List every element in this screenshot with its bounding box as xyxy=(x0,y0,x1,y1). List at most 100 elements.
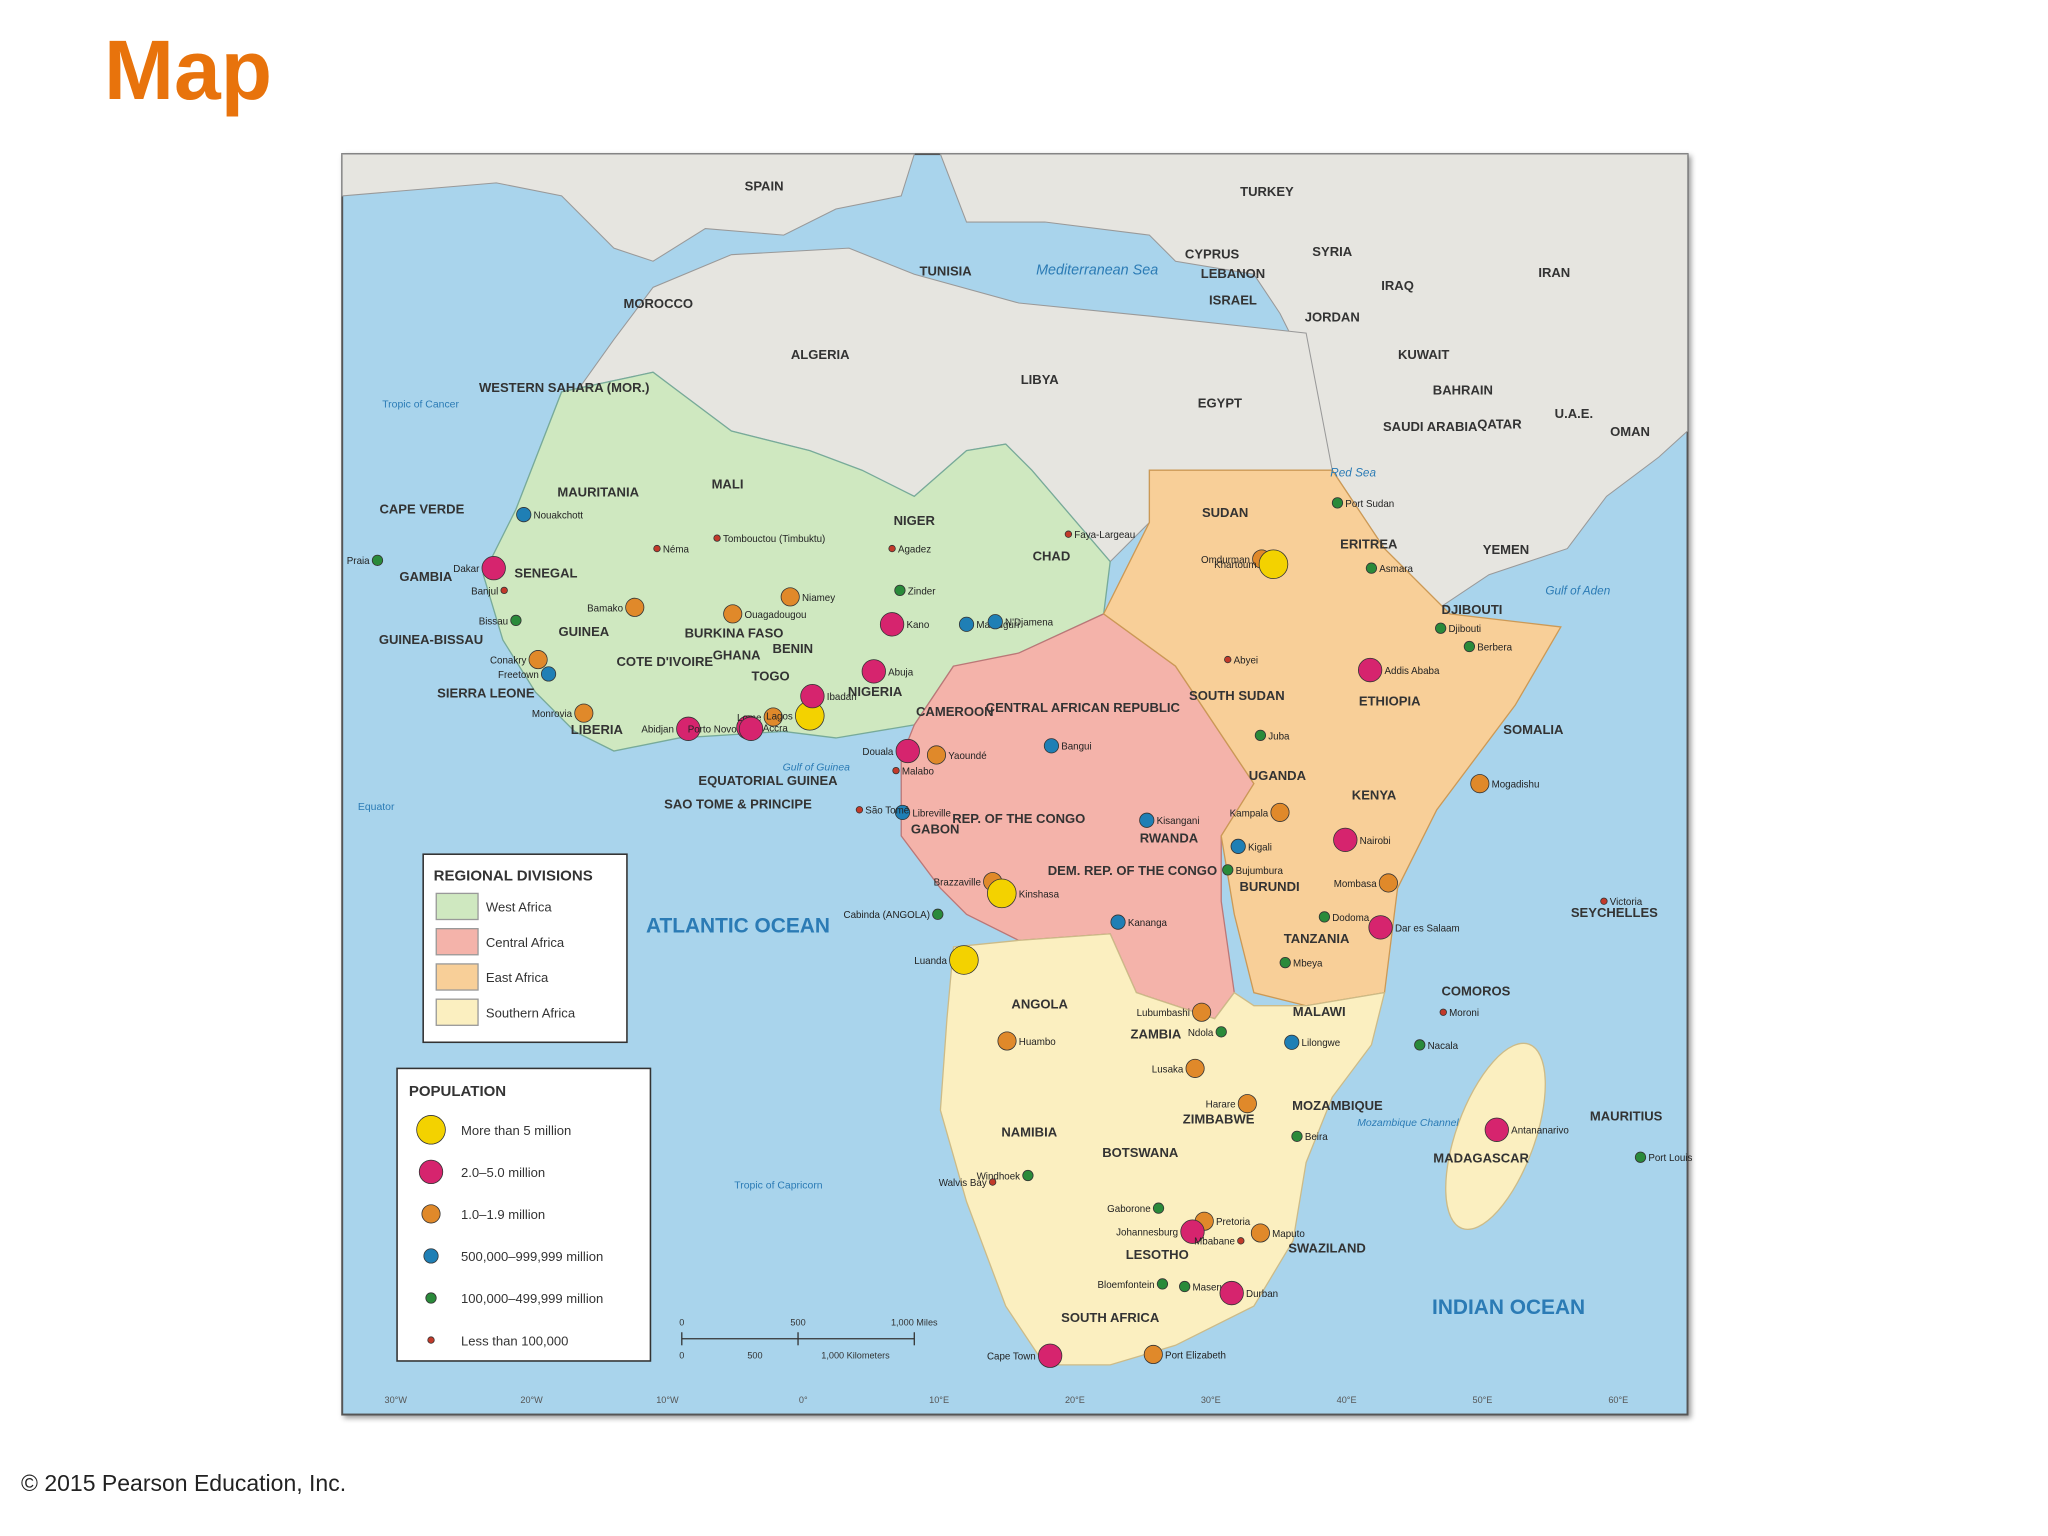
city-label: Néma xyxy=(663,544,690,555)
city-label: Port Elizabeth xyxy=(1165,1350,1226,1361)
copyright: © 2015 Pearson Education, Inc. xyxy=(21,1470,347,1496)
country-label: SUDAN xyxy=(1202,505,1248,520)
country-label: GUINEA-BISSAU xyxy=(379,632,483,647)
city-label: Bissau xyxy=(479,616,508,627)
city-marker xyxy=(1365,562,1378,574)
country-label: CYPRUS xyxy=(1185,247,1240,262)
city-label: Agadez xyxy=(898,544,931,555)
country-label: EGYPT xyxy=(1198,396,1242,411)
country-label: SEYCHELLES xyxy=(1571,905,1658,920)
city-marker xyxy=(988,1178,997,1186)
country-label: NIGER xyxy=(894,513,936,528)
longitude-label: 40°E xyxy=(1337,1395,1357,1405)
city-marker xyxy=(1237,1094,1257,1114)
city-label: Banjul xyxy=(471,586,498,597)
city-label: Monrovia xyxy=(532,709,573,720)
legend-label: 500,000–999,999 million xyxy=(461,1249,603,1264)
city-marker xyxy=(1470,774,1490,794)
city-label: Porto Novo xyxy=(688,725,737,736)
city-label: Bamako xyxy=(587,603,623,614)
city-label: Windhoek xyxy=(977,1171,1021,1182)
region-east xyxy=(1102,469,1562,1007)
legend-label: East Africa xyxy=(486,970,549,985)
city-marker xyxy=(1037,1343,1063,1368)
city-marker xyxy=(1185,1058,1205,1078)
country-label: SOUTH AFRICA xyxy=(1061,1310,1160,1325)
legend-label: 2.0–5.0 million xyxy=(461,1165,545,1180)
country-label: U.A.E. xyxy=(1555,406,1593,421)
region-southern xyxy=(939,933,1386,1366)
city-label: Mogadishu xyxy=(1492,780,1540,791)
legend-label: Southern Africa xyxy=(486,1005,576,1020)
country-label: JORDAN xyxy=(1305,309,1360,324)
longitude-label: 60°E xyxy=(1608,1395,1628,1405)
country-label: COTE D'IVOIRE xyxy=(617,654,714,669)
city-label: Abuja xyxy=(888,667,914,678)
city-marker xyxy=(892,766,900,775)
city-marker xyxy=(1279,956,1291,969)
city-marker xyxy=(987,614,1003,630)
scale-bar xyxy=(681,1332,915,1346)
city-label: Accra xyxy=(763,723,789,734)
city-label: Berbera xyxy=(1477,642,1512,653)
country-label: SOUTH SUDAN xyxy=(1189,688,1285,703)
water-label: Tropic of Cancer xyxy=(382,400,459,411)
country-label: ZAMBIA xyxy=(1131,1026,1182,1041)
population-legend: POPULATION More than 5 million 2.0–5.0 mil… xyxy=(396,1067,652,1362)
country-label: GABON xyxy=(911,821,960,836)
city-label: Antananarivo xyxy=(1511,1126,1569,1137)
country-label: CAPE VERDE xyxy=(379,501,464,516)
country-label: EQUATORIAL GUINEA xyxy=(698,773,838,788)
city-label: Mbeya xyxy=(1293,959,1323,970)
city-label: Kinshasa xyxy=(1019,889,1060,900)
country-label: SPAIN xyxy=(745,179,784,194)
city-label: Juba xyxy=(1268,731,1290,742)
city-label: Dar es Salaam xyxy=(1395,923,1460,934)
country-label: TOGO xyxy=(752,668,790,683)
country-label: BURKINA FASO xyxy=(685,625,784,640)
city-label: Malabo xyxy=(902,767,935,778)
city-label: Kisangani xyxy=(1157,816,1200,827)
city-label: Lilongwe xyxy=(1302,1038,1341,1049)
country-label: SAUDI ARABIA xyxy=(1383,419,1478,434)
city-marker xyxy=(894,584,906,596)
country-label: SYRIA xyxy=(1312,244,1352,259)
country-label: DJIBOUTI xyxy=(1442,602,1503,617)
city-marker xyxy=(1192,1002,1212,1022)
city-marker xyxy=(1463,640,1476,653)
country-label: COMOROS xyxy=(1441,983,1510,998)
city-label: Moroni xyxy=(1449,1008,1479,1019)
city-marker xyxy=(1368,915,1393,940)
city-label: Nouakchott xyxy=(534,511,584,522)
country-label: QATAR xyxy=(1477,416,1522,431)
city-marker xyxy=(528,650,548,670)
city-label: Pretoria xyxy=(1216,1217,1251,1228)
city-label: Kigali xyxy=(1248,842,1272,853)
city-marker xyxy=(926,745,947,765)
country-label: CHAD xyxy=(1033,548,1071,563)
city-label: Cape Town xyxy=(987,1352,1036,1363)
city-marker xyxy=(1284,1034,1300,1050)
city-marker xyxy=(713,534,721,542)
country-label: MOROCCO xyxy=(623,296,693,311)
city-marker xyxy=(855,806,864,814)
city-label: Mbabane xyxy=(1194,1237,1235,1248)
longitude-label: 30°E xyxy=(1201,1395,1221,1405)
city-marker xyxy=(895,738,920,764)
legend-label: Less than 100,000 xyxy=(461,1333,568,1348)
city-label: Port Louis xyxy=(1648,1153,1692,1164)
country-label: NIGERIA xyxy=(848,684,903,699)
water-label: Red Sea xyxy=(1330,467,1376,480)
city-label: Walvis Bay xyxy=(939,1178,987,1189)
city-label: Omdurman xyxy=(1201,555,1250,566)
city-marker xyxy=(510,614,522,627)
legend-label: West Africa xyxy=(486,900,552,915)
city-label: Douala xyxy=(862,747,894,758)
city-marker xyxy=(1435,622,1447,634)
city-label: Zinder xyxy=(908,586,936,597)
city-label: Dakar xyxy=(453,564,480,575)
city-marker xyxy=(987,878,1017,909)
country-label: ANGOLA xyxy=(1011,996,1068,1011)
city-marker xyxy=(894,804,911,820)
country-label: BOTSWANA xyxy=(1102,1145,1179,1160)
